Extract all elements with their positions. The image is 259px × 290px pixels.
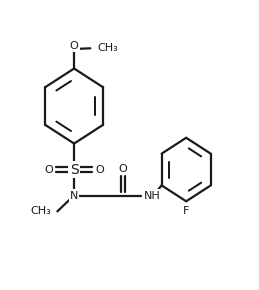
Text: S: S bbox=[70, 162, 78, 177]
Text: CH₃: CH₃ bbox=[30, 206, 51, 216]
Text: F: F bbox=[183, 206, 189, 216]
Text: CH₃: CH₃ bbox=[97, 43, 118, 53]
Text: N: N bbox=[70, 191, 78, 200]
Text: O: O bbox=[44, 164, 53, 175]
Text: O: O bbox=[119, 164, 127, 174]
Text: NH: NH bbox=[144, 191, 160, 200]
Text: O: O bbox=[70, 41, 78, 51]
Text: O: O bbox=[95, 164, 104, 175]
